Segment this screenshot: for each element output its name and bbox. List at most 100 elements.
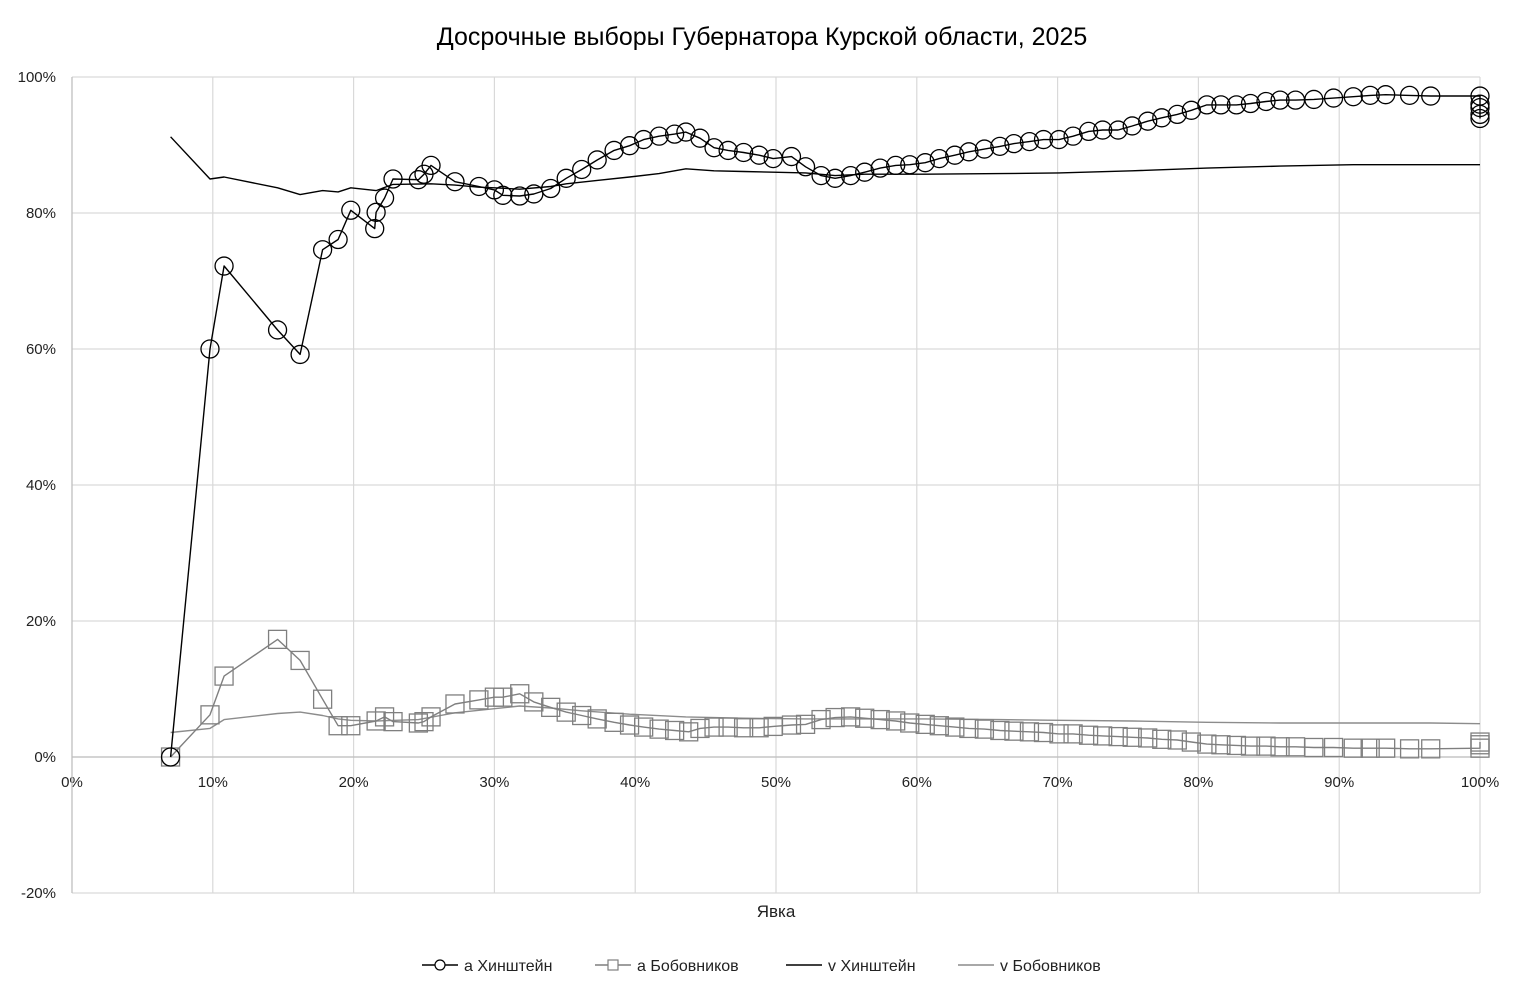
data-point-circle [649, 126, 669, 146]
legend-marker-circle [434, 959, 446, 971]
data-point-circle [1256, 91, 1276, 112]
data-point-square [1360, 738, 1380, 758]
data-point-square [1226, 735, 1247, 756]
data-point-square [1019, 722, 1040, 742]
data-point-circle [365, 218, 385, 239]
data-point-circle [383, 169, 403, 189]
data-point-square [421, 707, 441, 727]
y-tick-label: -20% [21, 885, 56, 902]
data-point-circle [704, 138, 724, 158]
series-0 [160, 85, 1490, 767]
data-point-circle [886, 155, 906, 176]
data-point-square [619, 715, 640, 735]
data-point-circle [945, 145, 965, 165]
data-point-square [690, 718, 710, 739]
data-point-square [733, 718, 754, 738]
data-point-circle [1270, 90, 1290, 110]
data-point-square [886, 711, 906, 731]
data-point-square [587, 709, 607, 729]
y-tick-label: 0% [34, 749, 56, 766]
data-point-square [383, 711, 403, 732]
data-point-square [414, 711, 434, 732]
x-tick-label: 90% [1324, 774, 1354, 791]
data-point-square [1304, 737, 1324, 758]
data-point-circle [214, 256, 234, 276]
data-point-circle [421, 155, 441, 176]
data-point-circle [587, 150, 607, 170]
data-point-circle [619, 136, 640, 156]
data-point-circle [855, 162, 875, 182]
data-point-circle [1304, 89, 1324, 110]
data-point-circle [1470, 97, 1490, 118]
data-point-circle [1063, 126, 1083, 146]
data-point-square [1167, 730, 1187, 750]
data-point-circle [1323, 88, 1344, 108]
data-point-square [855, 708, 875, 728]
x-tick-label: 40% [620, 774, 650, 791]
data-point-circle [493, 185, 513, 205]
data-point-circle [328, 229, 348, 250]
data-point-circle [1470, 108, 1490, 129]
data-point-square [781, 715, 802, 735]
x-tick-label: 70% [1043, 774, 1073, 791]
x-tick-label: 30% [479, 774, 509, 791]
data-point-circle [1033, 129, 1054, 150]
data-point-circle [690, 128, 710, 148]
data-point-square [1376, 738, 1396, 758]
data-point-circle [974, 139, 995, 159]
data-point-square [214, 666, 234, 686]
data-point-square [959, 718, 979, 739]
data-point-circle [1049, 129, 1069, 150]
series-line [170, 136, 1480, 196]
data-point-circle [633, 129, 654, 150]
data-point-circle [664, 124, 685, 144]
data-point-circle [1093, 120, 1113, 140]
data-point-square [915, 714, 935, 735]
data-point-circle [870, 158, 890, 178]
data-point-circle [929, 148, 949, 169]
data-point-square [1152, 729, 1172, 749]
data-point-square [795, 714, 816, 735]
data-point-circle [1470, 104, 1490, 125]
axes: -20%0%20%40%60%80%100%0% 10% 20% 30% 40% 50% 6… [18, 69, 1500, 902]
data-point-circle [1376, 85, 1396, 105]
data-point-square [974, 719, 995, 739]
data-point-square [649, 719, 669, 739]
data-point-square [541, 697, 561, 718]
data-point-circle [469, 176, 489, 197]
data-point-square [267, 629, 288, 650]
data-point-circle [1078, 121, 1099, 142]
data-point-circle [825, 168, 845, 188]
data-point-square [718, 717, 738, 737]
data-point-square [493, 687, 513, 707]
data-point-square [1211, 735, 1231, 755]
data-point-square [1240, 736, 1261, 756]
data-point-circle [200, 339, 220, 359]
data-point-square [1343, 738, 1363, 758]
legend-label: v Бобовников [1000, 958, 1101, 975]
y-tick-label: 60% [26, 341, 56, 358]
data-point-circle [341, 200, 361, 220]
data-point-square [870, 709, 890, 730]
x-axis-label: Явка [757, 902, 796, 921]
data-point-square [1181, 732, 1202, 752]
data-point-square [749, 718, 769, 738]
data-point-square [929, 716, 949, 736]
data-point-circle [1399, 85, 1420, 106]
data-point-circle [541, 178, 561, 199]
data-point-circle [1421, 86, 1441, 106]
series-line [170, 638, 1481, 758]
data-point-circle [1360, 85, 1380, 106]
data-point-circle [1004, 133, 1024, 154]
data-point-square [945, 717, 965, 737]
legend: а Хинштейн а Бобовников v Хинштейн v Бобовн… [422, 958, 1101, 975]
x-tick-label: 50% [761, 774, 791, 791]
data-point-circle [781, 146, 802, 167]
data-point-circle [1211, 95, 1231, 115]
grid [71, 76, 1481, 894]
data-point-square [604, 712, 624, 732]
data-point-circle [990, 136, 1010, 157]
series-1 [160, 629, 1490, 767]
